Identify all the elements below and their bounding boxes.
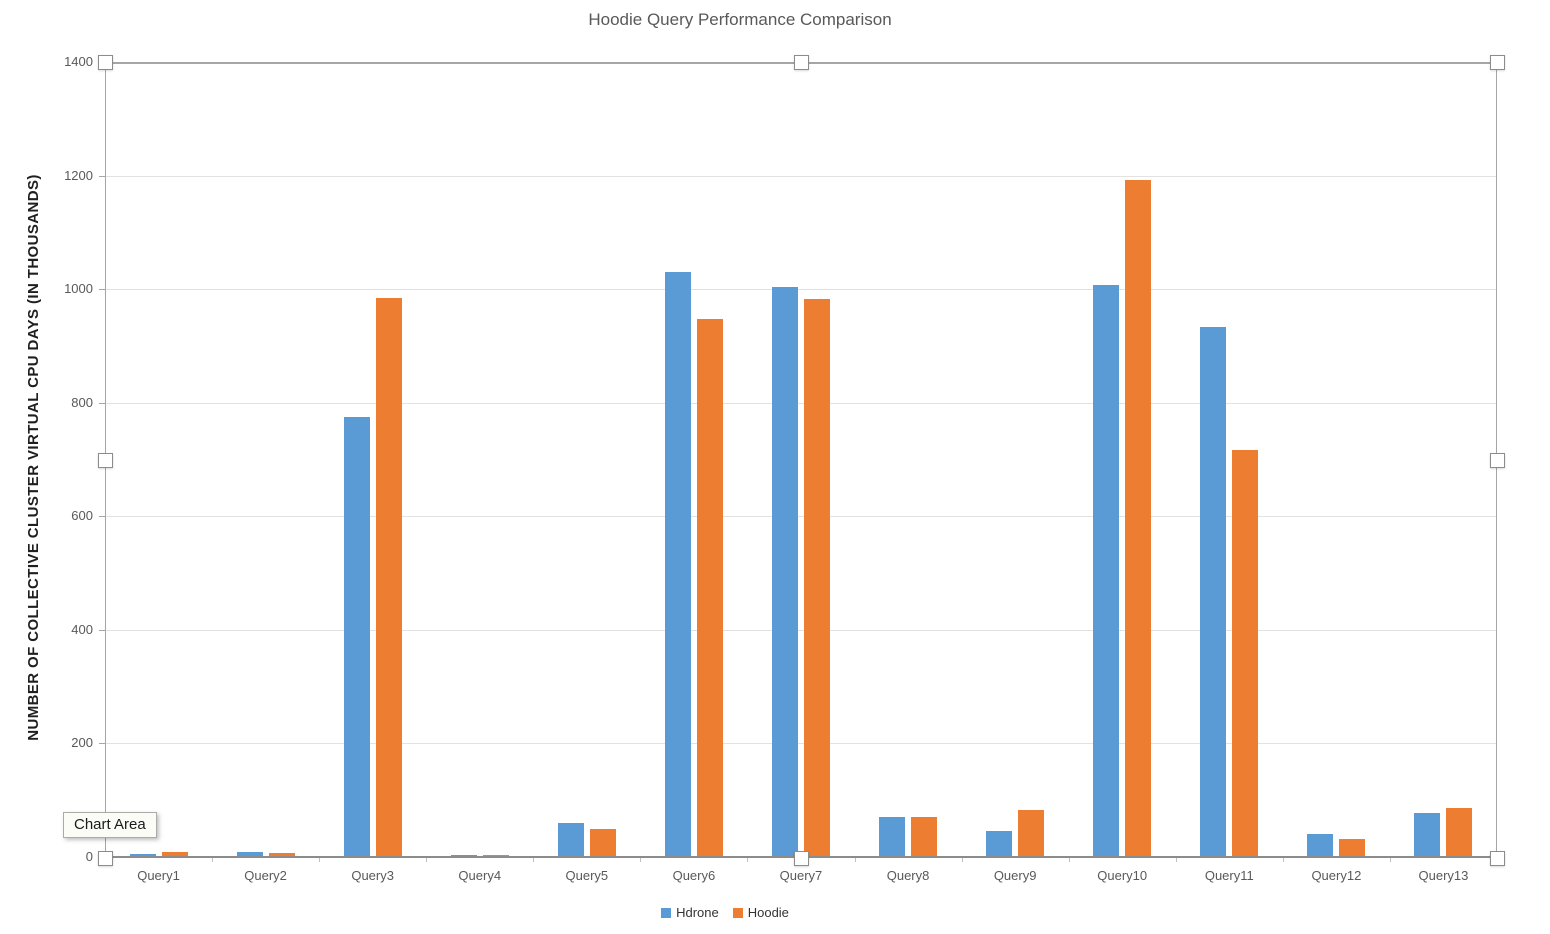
x-category-label-query7[interactable]: Query7 [779, 868, 823, 883]
chart-legend[interactable]: Hdrone Hoodie [0, 905, 1450, 920]
selection-handle-top-left[interactable] [98, 55, 113, 70]
legend-item-hoodie[interactable]: Hoodie [732, 905, 789, 920]
x-category-label-query8[interactable]: Query8 [886, 868, 930, 883]
selection-handle-mid-left[interactable] [98, 452, 113, 468]
bar-hoodie-query8[interactable] [911, 816, 938, 857]
x-tick-mark-7 [854, 858, 856, 862]
legend-item-hdrone[interactable]: Hdrone [661, 905, 719, 920]
bar-hdrone-query10[interactable] [1093, 285, 1120, 857]
legend-label-hoodie: Hoodie [747, 905, 789, 920]
gridline-800 [105, 402, 1497, 404]
legend-label-hdrone: Hdrone [676, 905, 719, 920]
bar-hdrone-query8[interactable] [879, 816, 906, 857]
x-tick-mark-9 [1068, 858, 1070, 862]
y-tick-label-0[interactable]: 0 [85, 849, 93, 864]
legend-swatch-hdrone [661, 907, 672, 918]
plot-area[interactable] [103, 62, 1499, 858]
bar-hdrone-query1[interactable] [129, 854, 156, 857]
bar-hdrone-query2[interactable] [236, 852, 263, 857]
bar-hdrone-query12[interactable] [1307, 834, 1334, 857]
x-category-label-query9[interactable]: Query9 [993, 868, 1037, 883]
y-tick-label-600[interactable]: 600 [71, 508, 93, 524]
selection-handle-bottom-left[interactable] [98, 851, 113, 866]
gridline-200 [105, 743, 1497, 745]
y-tick-mark-1200 [99, 175, 105, 177]
x-category-label-query12[interactable]: Query12 [1311, 868, 1362, 883]
bar-hoodie-query1[interactable] [161, 852, 188, 857]
x-category-label-query4[interactable]: Query4 [458, 868, 502, 883]
bar-hoodie-query12[interactable] [1339, 839, 1366, 857]
x-tick-mark-2 [319, 858, 321, 862]
y-tick-mark-800 [99, 402, 105, 404]
legend-swatch-hoodie [732, 907, 743, 918]
bar-hoodie-query7[interactable] [804, 298, 830, 857]
y-tick-label-1000[interactable]: 1000 [64, 281, 93, 297]
x-category-label-query5[interactable]: Query5 [565, 868, 609, 883]
bar-hoodie-query2[interactable] [268, 853, 295, 857]
x-tick-mark-10 [1175, 858, 1177, 862]
bar-hoodie-query11[interactable] [1232, 450, 1259, 857]
bar-hdrone-query13[interactable] [1414, 812, 1441, 857]
y-tick-mark-1000 [99, 289, 105, 291]
x-tick-mark-4 [533, 858, 535, 862]
bar-hoodie-query6[interactable] [696, 318, 723, 857]
chart-area-tooltip: Chart Area [63, 812, 157, 838]
x-category-label-query11[interactable]: Query11 [1204, 868, 1254, 883]
bar-hoodie-query3[interactable] [375, 297, 402, 857]
x-category-label-query6[interactable]: Query6 [672, 868, 716, 883]
y-tick-label-400[interactable]: 400 [71, 621, 93, 637]
y-tick-label-200[interactable]: 200 [71, 735, 93, 751]
bar-hdrone-query5[interactable] [557, 822, 584, 857]
bar-hdrone-query11[interactable] [1200, 326, 1227, 857]
x-tick-mark-6 [747, 858, 749, 862]
selection-handle-mid-right[interactable] [1490, 452, 1505, 468]
x-tick-mark-3 [426, 858, 428, 862]
bar-hdrone-query7[interactable] [772, 287, 798, 857]
bar-hoodie-query5[interactable] [589, 829, 616, 857]
gridline-600 [105, 516, 1497, 518]
bar-hoodie-query13[interactable] [1446, 808, 1473, 857]
gridline-1200 [105, 175, 1497, 177]
x-tick-mark-1 [212, 858, 214, 862]
x-tick-mark-12 [1389, 858, 1391, 862]
bar-hoodie-query10[interactable] [1125, 180, 1152, 857]
bar-hoodie-query9[interactable] [1018, 809, 1045, 857]
bar-hdrone-query6[interactable] [664, 272, 691, 857]
x-category-label-query10[interactable]: Query10 [1097, 868, 1148, 883]
gridline-1000 [105, 289, 1497, 291]
y-tick-label-1400[interactable]: 1400 [64, 54, 93, 69]
y-tick-mark-600 [99, 516, 105, 518]
x-tick-mark-8 [961, 858, 963, 862]
x-category-label-query1[interactable]: Query1 [137, 868, 180, 883]
bar-hdrone-query4[interactable] [450, 854, 477, 857]
bar-hoodie-query4[interactable] [482, 854, 509, 857]
x-category-label-query2[interactable]: Query2 [244, 868, 287, 883]
y-tick-label-800[interactable]: 800 [71, 394, 93, 410]
x-category-label-query3[interactable]: Query3 [351, 868, 394, 883]
x-category-label-query13[interactable]: Query13 [1418, 868, 1469, 883]
gridline-400 [105, 629, 1497, 631]
y-tick-label-1200[interactable]: 1200 [64, 167, 93, 183]
selection-handle-bottom-center[interactable] [794, 851, 809, 866]
x-tick-mark-5 [640, 858, 642, 862]
selection-handle-top-center[interactable] [794, 55, 809, 70]
bar-hdrone-query9[interactable] [986, 831, 1013, 857]
y-tick-mark-400 [99, 629, 105, 631]
selection-handle-top-right[interactable] [1490, 55, 1505, 70]
chart-title[interactable]: Hoodie Query Performance Comparison [588, 10, 892, 29]
x-tick-mark-11 [1282, 858, 1284, 862]
y-tick-mark-200 [99, 743, 105, 745]
bar-hdrone-query3[interactable] [343, 416, 370, 857]
selection-handle-bottom-right[interactable] [1490, 851, 1505, 866]
